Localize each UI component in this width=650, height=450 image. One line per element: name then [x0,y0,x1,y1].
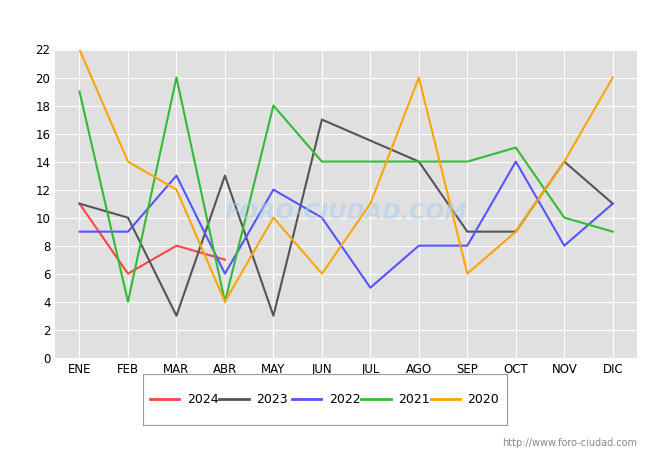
Text: 2022: 2022 [329,393,360,406]
Text: http://www.foro-ciudad.com: http://www.foro-ciudad.com [502,438,637,448]
Text: 2023: 2023 [256,393,287,406]
Text: FORO-CIUDAD.COM: FORO-CIUDAD.COM [225,203,467,223]
Text: 2021: 2021 [398,393,430,406]
Text: 2024: 2024 [187,393,218,406]
Text: Matriculaciones de Vehiculos en Tobarra: Matriculaciones de Vehiculos en Tobarra [159,14,491,33]
Text: 2020: 2020 [467,393,499,406]
